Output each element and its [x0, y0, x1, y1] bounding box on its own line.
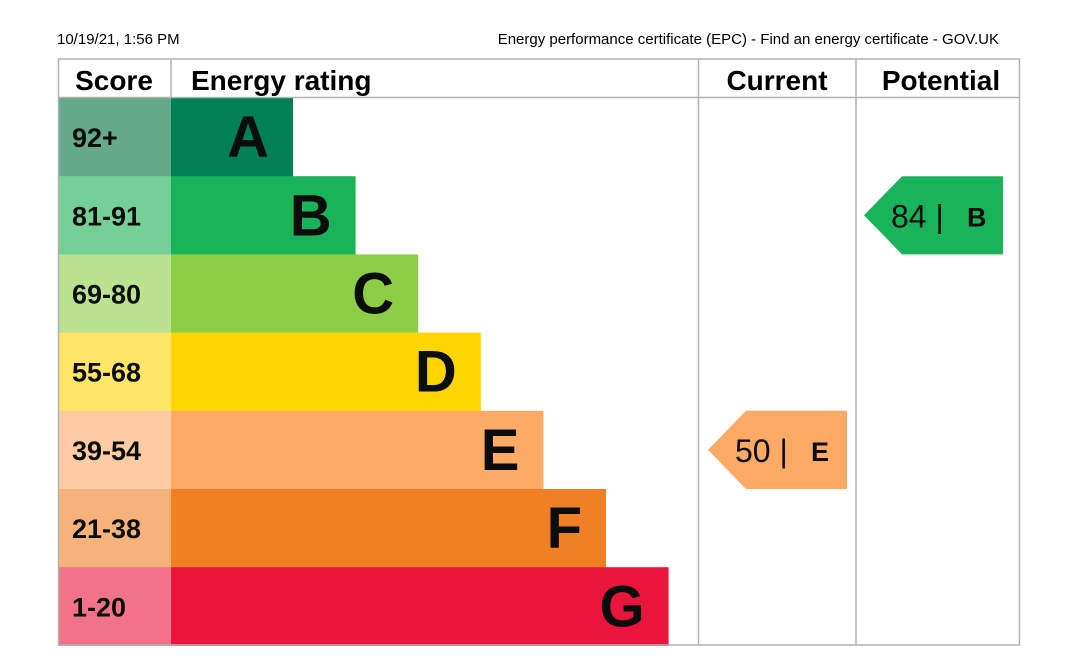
header-potential: Potential: [882, 65, 1000, 96]
score-range-b: 81-91: [72, 201, 141, 231]
rating-letter-e: E: [481, 418, 520, 483]
potential-rating-score: 84 |: [891, 198, 944, 234]
score-cell-g: [59, 567, 171, 646]
rating-bar-c: [171, 254, 419, 334]
potential-rating-arrow: [864, 176, 1003, 255]
score-range-a: 92+: [72, 123, 118, 153]
table-border: [57, 58, 1021, 646]
score-range-g: 1-20: [72, 592, 126, 622]
score-range-e: 39-54: [72, 436, 141, 466]
potential-rating-letter: B: [967, 202, 987, 232]
rating-bands: 92+ A 81-91 B 69-80 C 55-68 D 39-54 E 21-38 F 1-20 G: [59, 98, 669, 646]
score-range-c: 69-80: [72, 280, 141, 310]
rating-letter-a: A: [227, 105, 269, 170]
rating-indicators: 50 | E 84 | B: [708, 176, 1003, 489]
score-range-f: 21-38: [72, 514, 141, 544]
current-rating-score: 50 |: [735, 433, 788, 469]
rating-letter-f: F: [547, 496, 582, 561]
current-rating-arrow: [708, 410, 847, 489]
score-cell-a: [59, 98, 171, 177]
score-cell-d: [59, 332, 171, 412]
score-range-d: 55-68: [72, 358, 141, 388]
print-timestamp: 10/19/21, 1:56 PM: [57, 31, 180, 48]
rating-letter-g: G: [599, 574, 644, 639]
table-grid: [57, 58, 1021, 646]
rating-bar-b: [171, 176, 356, 255]
rating-bar-f: [171, 489, 606, 568]
rating-letter-b: B: [290, 183, 332, 248]
rating-bar-d: [171, 332, 481, 412]
rating-letter-c: C: [352, 262, 394, 327]
print-page-title: Energy performance certificate (EPC) - F…: [497, 31, 999, 48]
rating-letter-d: D: [415, 340, 457, 405]
score-cell-f: [59, 489, 171, 568]
current-rating-letter: E: [811, 437, 829, 467]
score-cell-b: [59, 176, 171, 255]
header-score: Score: [75, 65, 153, 96]
rating-bar-e: [171, 410, 544, 490]
header-current: Current: [726, 65, 827, 96]
rating-bar-a: [171, 98, 293, 177]
score-cell-c: [59, 254, 171, 334]
header-energy-rating: Energy rating: [191, 65, 371, 96]
print-header: 10/19/21, 1:56 PM Energy performance cer…: [0, 31, 1070, 51]
rating-bar-g: [171, 567, 669, 646]
score-cell-e: [59, 410, 171, 490]
